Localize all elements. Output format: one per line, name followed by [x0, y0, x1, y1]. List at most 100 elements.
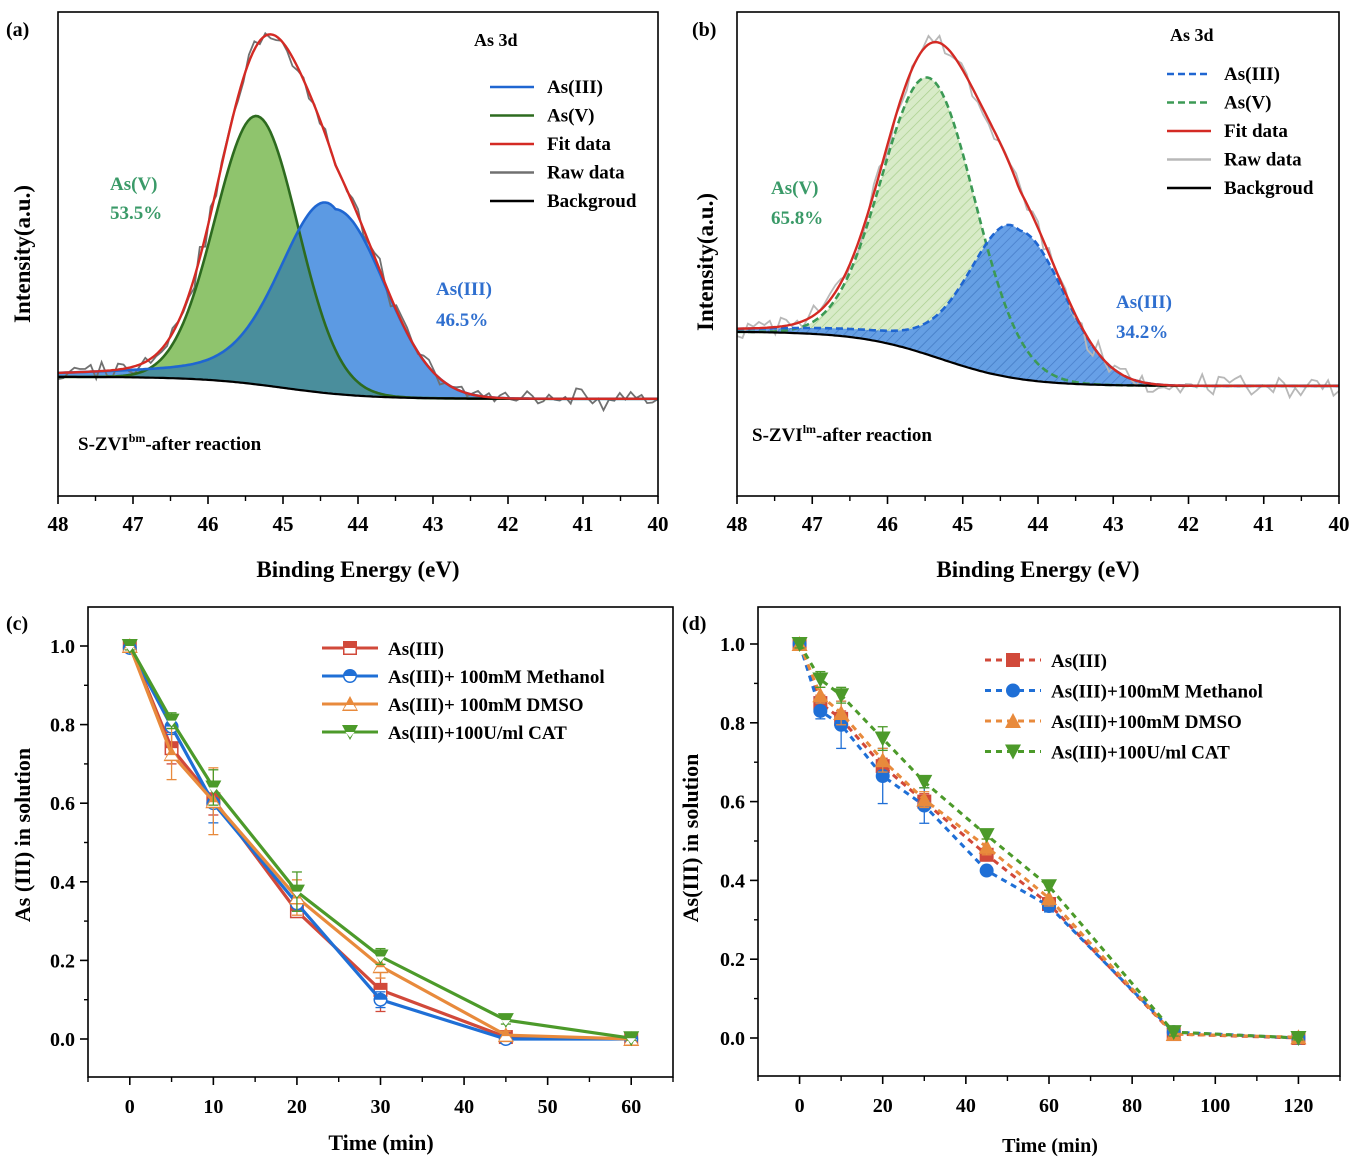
- data-point-hollow: [374, 967, 387, 972]
- data-point: [1041, 890, 1057, 906]
- data-point-hollow: [292, 891, 302, 898]
- x-tick-label: 46: [877, 512, 898, 536]
- x-tick-label: 44: [1028, 512, 1050, 536]
- y-tick-label: 0.2: [50, 950, 75, 972]
- data-point: [833, 688, 850, 704]
- panel-c: (c) 0.0 0.2 0.4 0.6 0.8 1.0 0 10 20 30 40 50 60 Time…: [6, 606, 674, 1155]
- axes-d: 0.0 0.2 0.4 0.6 0.8 1.0 0 20 40 60 80 100 120: [720, 634, 1341, 1117]
- x-tick-label: 48: [48, 512, 69, 536]
- series-3: [791, 637, 1307, 1046]
- x-tick-label: 42: [1178, 512, 1199, 536]
- label-as3-name-a: As(III): [436, 279, 492, 300]
- fit-line: [58, 33, 658, 400]
- data-point-hollow: [626, 1038, 636, 1044]
- data-point: [978, 828, 995, 844]
- panel-a: (a) 48 47 46 45 44 43 42 41 40 Binding Energy (e…: [6, 11, 669, 582]
- y-tick-label: 0.2: [720, 949, 745, 971]
- y-tick-label: 1.0: [720, 634, 745, 656]
- sample-name-b: S-ZVI: [752, 425, 803, 446]
- plot-area-a: [58, 31, 658, 413]
- series-line: [798, 643, 1299, 1039]
- legend-label: As(III)+100mM DMSO: [1051, 712, 1242, 733]
- x-tick-label: 45: [952, 512, 973, 536]
- spectrum-title-a: As 3d: [474, 30, 518, 50]
- y-tick-label: 0.4: [720, 870, 745, 892]
- sample-rest-b: -after reaction: [816, 425, 932, 446]
- legend-b: As(III) As(V) Fit data Raw data Backgroud: [1167, 64, 1314, 199]
- legend-marker-hollow: [344, 648, 356, 654]
- x-tick-label: 10: [203, 1096, 223, 1118]
- data-point-hollow: [499, 1036, 513, 1041]
- data-point-hollow: [208, 787, 218, 793]
- series-line: [798, 643, 1299, 1040]
- data-point-hollow: [375, 999, 386, 1006]
- data-point: [1041, 879, 1057, 895]
- data-point: [874, 731, 891, 747]
- legend-label: As(III)+100mM Methanol: [1051, 682, 1263, 703]
- x-tick-label: 40: [648, 512, 669, 536]
- data-point: [812, 672, 829, 688]
- legend-label: As(III)+100U/ml CAT: [1051, 743, 1230, 764]
- panel-label-d: (d): [682, 613, 706, 635]
- legend-a: As(III) As(V) Fit data Raw data Backgroud: [490, 77, 637, 212]
- panel-label-c: (c): [6, 613, 28, 635]
- x-tick-label: 40: [1329, 512, 1350, 536]
- legend-label: As(III): [388, 639, 444, 660]
- sample-rest-a: -after reaction: [145, 434, 261, 455]
- legend-marker: [1006, 683, 1020, 698]
- x-tick-label: 41: [1253, 512, 1274, 536]
- x-tick-label: 46: [198, 512, 219, 536]
- data-point: [979, 863, 994, 878]
- data-point: [1165, 1025, 1182, 1041]
- series-line: [798, 643, 1299, 1040]
- x-tick-label: 120: [1283, 1095, 1313, 1117]
- y-axis-title-d: As(III) in solution: [678, 754, 703, 923]
- series-line: [798, 643, 1299, 1040]
- legend-marker-hollow: [343, 705, 357, 710]
- data-point-hollow: [167, 720, 177, 727]
- x-tick-label: 20: [287, 1096, 307, 1118]
- legend-label: As(V): [1224, 93, 1272, 114]
- x-axis-title-a: Binding Energy (eV): [256, 557, 459, 582]
- panel-b: (b) 48 47 46 45 44 43 42 41 40 Binding Energy (e…: [692, 11, 1350, 582]
- x-tick-label: 48: [727, 512, 748, 536]
- y-tick-label: 0.8: [50, 715, 75, 737]
- x-axis-title-d: Time (min): [1002, 1135, 1098, 1157]
- x-tick-label: 0: [795, 1095, 805, 1117]
- y-tick-label: 1.0: [50, 636, 75, 658]
- as3-area: [58, 202, 658, 399]
- legend-label: As(III): [1224, 64, 1280, 85]
- data-point: [833, 704, 850, 720]
- x-tick-label: 100: [1200, 1095, 1230, 1117]
- legend-label: As(III): [1051, 651, 1107, 672]
- as5-area: [737, 77, 1339, 386]
- data-point-hollow: [165, 755, 179, 760]
- legend-label: Backgroud: [1224, 178, 1314, 199]
- legend-c: As(III) As(III)+ 100mM Methanol As(III)+ 1…: [322, 639, 605, 744]
- plot-area-d: [791, 636, 1307, 1046]
- data-point: [916, 791, 933, 807]
- as3-area: [737, 224, 1339, 386]
- x-tick-label: 47: [802, 512, 823, 536]
- x-tick-label: 41: [573, 512, 594, 536]
- legend-marker: [1005, 744, 1021, 760]
- x-tick-label: 30: [371, 1096, 391, 1118]
- plot-area-c: [121, 638, 640, 1047]
- data-point: [874, 752, 891, 768]
- legend-marker: [1005, 713, 1021, 728]
- x-axis-b: 48 47 46 45 44 43 42 41 40: [727, 496, 1350, 536]
- data-point: [812, 687, 829, 703]
- series-3: [121, 639, 640, 1047]
- x-tick-label: 80: [1122, 1095, 1142, 1117]
- legend-label: Fit data: [547, 134, 611, 155]
- as5-area: [58, 116, 658, 399]
- x-tick-label: 44: [348, 512, 370, 536]
- legend-label: As(V): [547, 106, 595, 127]
- legend-label: Raw data: [547, 163, 625, 184]
- y-tick-label: 0.0: [720, 1028, 745, 1050]
- x-tick-label: 60: [621, 1096, 641, 1118]
- x-tick-label: 45: [273, 512, 294, 536]
- y-axis-title-c: As (III) in solution: [10, 748, 35, 922]
- x-tick-label: 0: [125, 1096, 135, 1118]
